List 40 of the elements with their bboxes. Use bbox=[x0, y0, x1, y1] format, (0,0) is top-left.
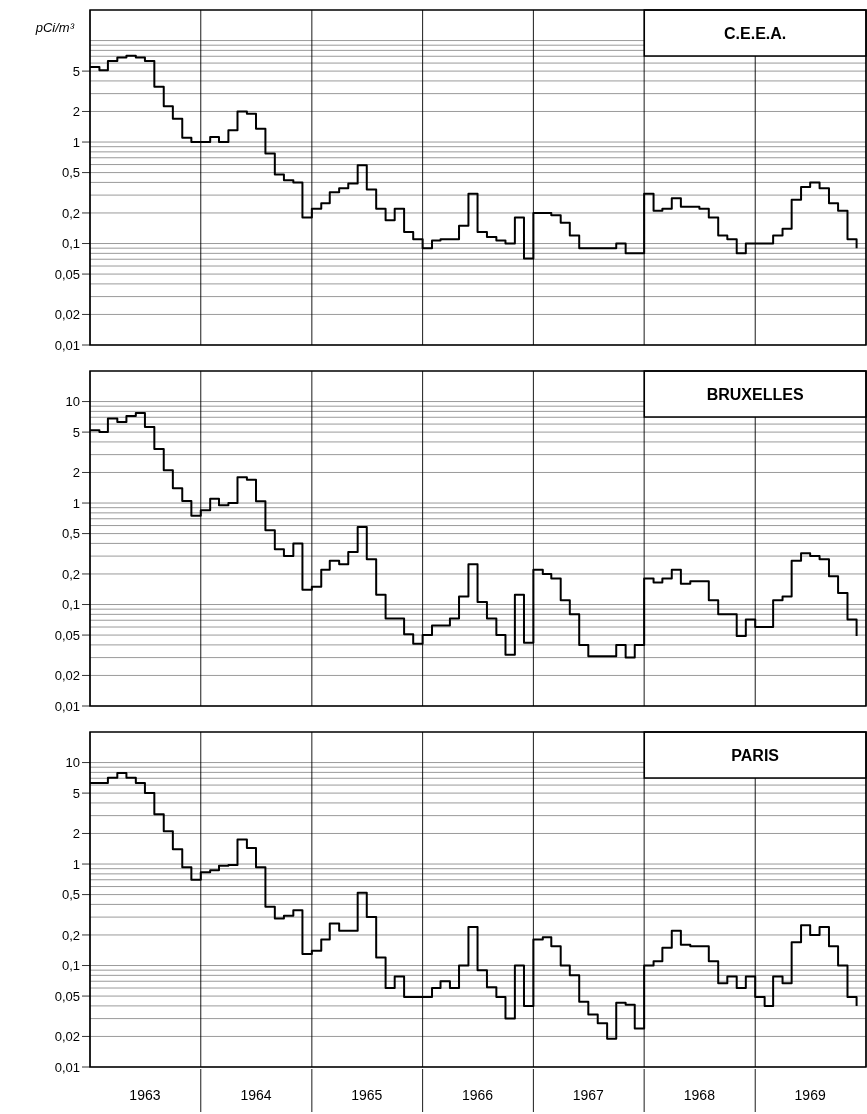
y-tick-label: 0,5 bbox=[61, 526, 80, 542]
y-tick-label: 0,05 bbox=[54, 627, 80, 643]
y-tick-label: 0,2 bbox=[61, 927, 80, 943]
x-tick-label: 1965 bbox=[351, 1087, 383, 1103]
y-tick-label: 0,01 bbox=[54, 1059, 80, 1075]
y-tick-label: 0,1 bbox=[61, 236, 80, 252]
y-tick-label: 0,5 bbox=[61, 165, 80, 181]
y-tick-label: 0,01 bbox=[54, 337, 80, 353]
x-tick-label: 1967 bbox=[572, 1087, 605, 1103]
y-tick-label: 0,2 bbox=[61, 205, 80, 221]
label-frame: PARIS bbox=[643, 731, 867, 779]
y-tick-label: 10 bbox=[65, 394, 80, 410]
y-tick-label: 0,01 bbox=[54, 698, 80, 714]
y-tick-label: 0,02 bbox=[54, 668, 80, 683]
y-tick-label: 2 bbox=[72, 465, 80, 481]
y-tick-label: 5 bbox=[72, 785, 80, 801]
y-tick-label: 0,1 bbox=[61, 958, 80, 974]
x-tick-label: 1964 bbox=[240, 1087, 272, 1103]
label-frame: BRUXELLES bbox=[643, 370, 867, 418]
y-tick-label: 0,05 bbox=[54, 988, 80, 1004]
y-tick-label: 2 bbox=[72, 826, 80, 842]
y-tick-label: 0,1 bbox=[61, 597, 80, 613]
y-tick-label: 5 bbox=[72, 63, 80, 79]
y-tick-label: 0,5 bbox=[61, 887, 80, 903]
y-tick-label: 1 bbox=[72, 495, 80, 511]
y-tick-label: 10 bbox=[65, 755, 80, 771]
y-tick-label: 0,05 bbox=[54, 266, 80, 282]
y-tick-label: 0,2 bbox=[61, 566, 80, 582]
label-frame: C.E.E.A. bbox=[643, 9, 867, 57]
y-tick-label: 1 bbox=[72, 856, 80, 872]
y-tick-label: 5 bbox=[72, 424, 80, 440]
y-tick-label: 2 bbox=[72, 104, 80, 120]
x-tick-label: 1963 bbox=[129, 1087, 161, 1103]
x-tick-label: 1968 bbox=[683, 1087, 716, 1103]
y-tick-label: 1 bbox=[72, 134, 80, 150]
y-tick-label: 0,02 bbox=[54, 307, 80, 322]
x-tick-label: 1966 bbox=[461, 1087, 494, 1103]
y-tick-label: 0,02 bbox=[54, 1029, 80, 1044]
y-axis-title: pCi/m³ bbox=[34, 20, 75, 35]
x-tick-label: 1969 bbox=[794, 1087, 826, 1103]
